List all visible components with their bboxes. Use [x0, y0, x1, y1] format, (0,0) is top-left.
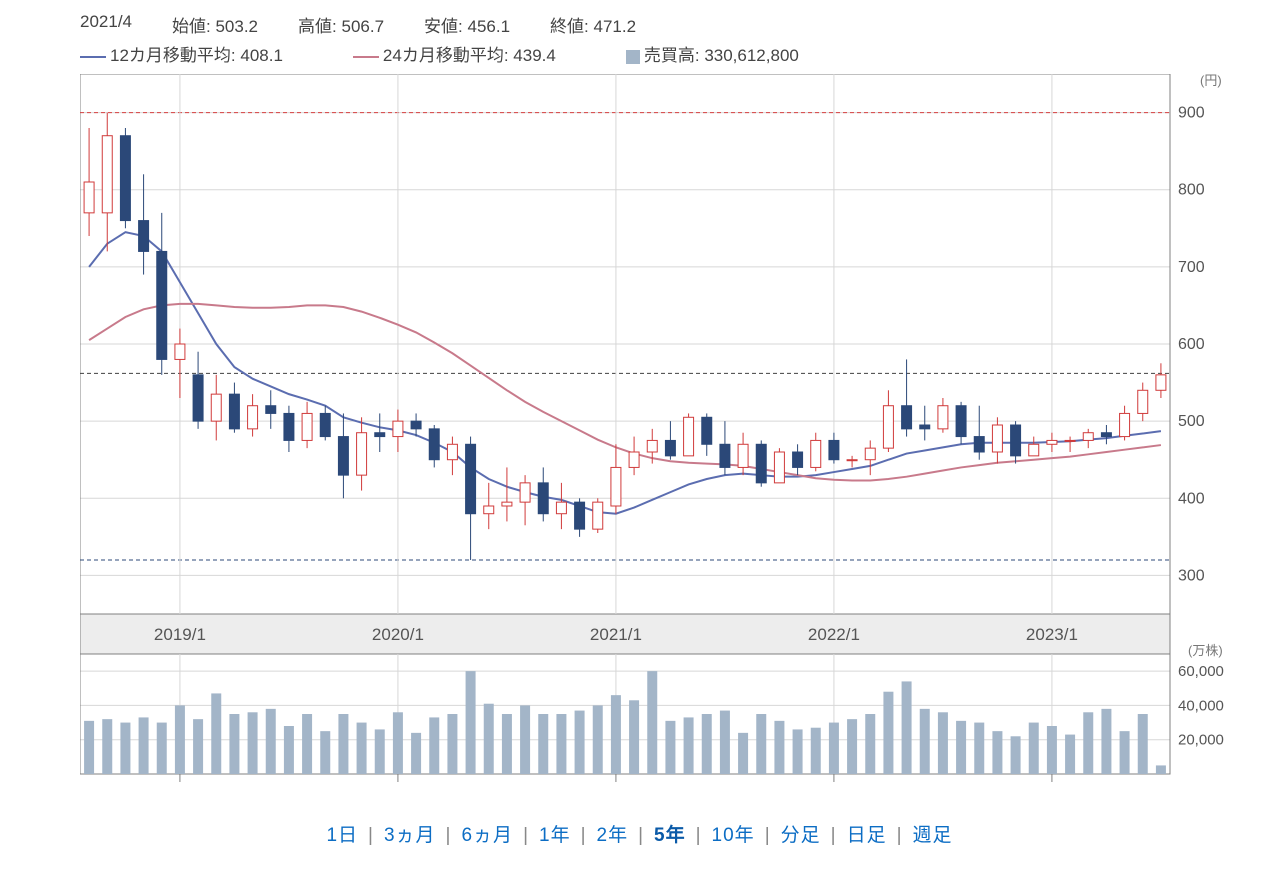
price-volume-chart[interactable]: 300 400 500 600 700 800 900 2019/1 2020/1 2021/1 2… — [80, 74, 1230, 784]
ohlc-high: 高値: 506.7 — [298, 12, 384, 37]
timeframe-週足[interactable]: 週足 — [909, 825, 957, 846]
svg-text:600: 600 — [1178, 336, 1205, 353]
timeframe-2年[interactable]: 2年 — [593, 825, 633, 846]
svg-text:400: 400 — [1178, 490, 1205, 507]
legend-ma1: 12カ月移動平均: 408.1 — [80, 41, 283, 66]
svg-text:2022/1: 2022/1 — [808, 625, 860, 644]
timeframe-1年[interactable]: 1年 — [535, 825, 575, 846]
price-axis-unit: (円) — [1200, 70, 1222, 89]
svg-text:800: 800 — [1178, 182, 1205, 199]
svg-text:900: 900 — [1178, 105, 1205, 122]
svg-text:40,000: 40,000 — [1178, 697, 1224, 714]
ohlc-header: 2021/4 始値: 503.2 高値: 506.7 安値: 456.1 終値:… — [20, 8, 1259, 39]
chart-container: (円) (万株) 3004005006007008009002019/12020… — [80, 74, 1259, 784]
svg-text:2023/1: 2023/1 — [1026, 625, 1078, 644]
svg-text:300: 300 — [1178, 567, 1205, 584]
legend-volume: 売買高: 330,612,800 — [626, 41, 799, 66]
ohlc-low: 安値: 456.1 — [424, 12, 510, 37]
timeframe-日足[interactable]: 日足 — [843, 825, 891, 846]
svg-text:700: 700 — [1178, 259, 1205, 276]
timeframe-1日[interactable]: 1日 — [322, 825, 362, 846]
crosshair-date: 2021/4 — [80, 12, 132, 37]
ohlc-open: 始値: 503.2 — [172, 12, 258, 37]
svg-text:2021/1: 2021/1 — [590, 625, 642, 644]
svg-text:20,000: 20,000 — [1178, 732, 1224, 749]
timeframe-10年[interactable]: 10年 — [708, 825, 759, 846]
volume-axis-unit: (万株) — [1188, 640, 1223, 659]
svg-text:2019/1: 2019/1 — [154, 625, 206, 644]
timeframe-5年[interactable]: 5年 — [650, 825, 690, 846]
legend-ma2: 24カ月移動平均: 439.4 — [353, 41, 556, 66]
timeframe-selector: 1日|3ヵ月|6ヵ月|1年|2年|5年|10年|分足|日足|週足 — [20, 820, 1259, 847]
timeframe-6ヵ月[interactable]: 6ヵ月 — [457, 825, 517, 846]
svg-text:60,000: 60,000 — [1178, 663, 1224, 680]
ohlc-close: 終値: 471.2 — [550, 12, 636, 37]
timeframe-3ヵ月[interactable]: 3ヵ月 — [380, 825, 440, 846]
svg-text:500: 500 — [1178, 413, 1205, 430]
timeframe-分足[interactable]: 分足 — [777, 825, 825, 846]
indicator-legend: 12カ月移動平均: 408.1 24カ月移動平均: 439.4 売買高: 330… — [20, 39, 1259, 74]
svg-text:2020/1: 2020/1 — [372, 625, 424, 644]
